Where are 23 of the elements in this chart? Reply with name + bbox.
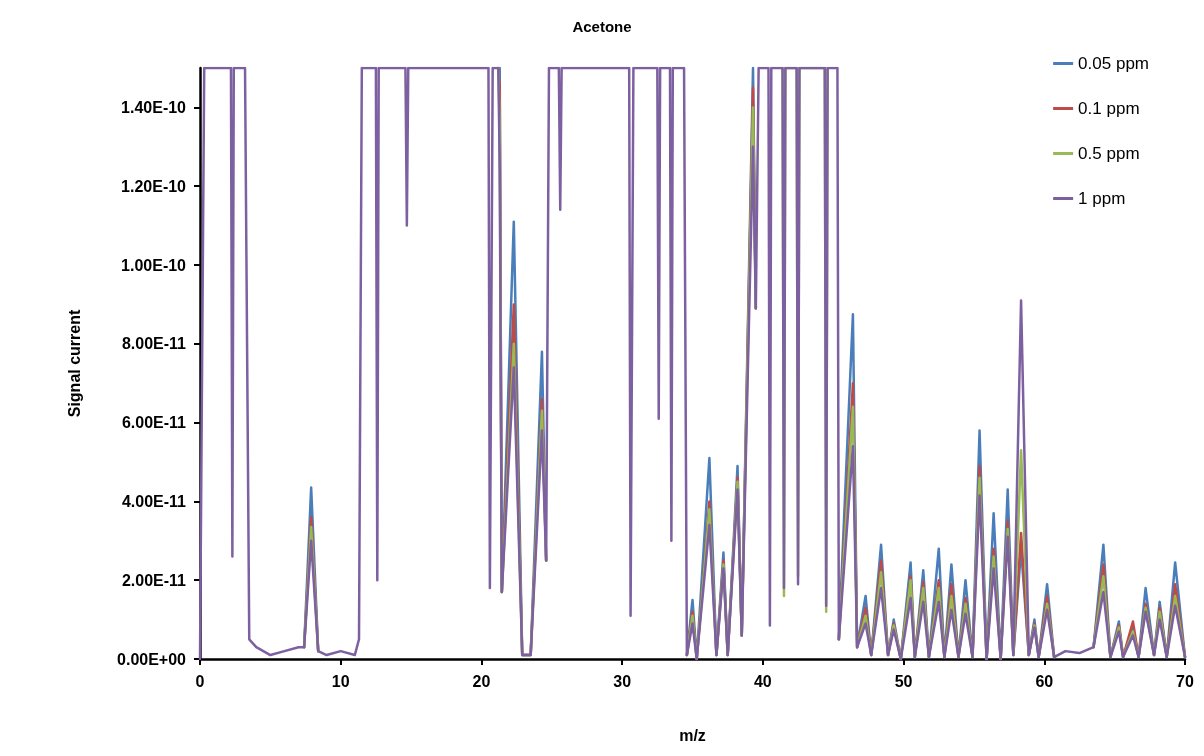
- y-tick-label: 2.00E-11: [121, 571, 187, 589]
- y-tick-label: 1.40E-10: [121, 98, 187, 116]
- y-tick-label: 8.00E-11: [121, 335, 187, 353]
- x-tick-label: 70: [1176, 672, 1194, 690]
- y-tick-label: 0.00E+00: [117, 650, 187, 668]
- x-axis-title: m/z: [679, 726, 706, 744]
- x-tick-label: 40: [753, 672, 772, 690]
- x-tick-label: 0: [195, 672, 205, 690]
- chart-title: Acetone: [572, 18, 632, 35]
- x-tick-label: 50: [894, 672, 913, 690]
- y-tick-label: 1.20E-10: [121, 177, 187, 195]
- legend-label: 0.1 ppm: [1078, 99, 1140, 118]
- legend-label: 1 ppm: [1078, 189, 1126, 208]
- x-tick-label: 60: [1035, 672, 1054, 690]
- x-tick-label: 10: [331, 672, 350, 690]
- legend-label: 0.05 ppm: [1078, 54, 1150, 73]
- y-tick-label: 4.00E-11: [121, 492, 187, 510]
- y-tick-label: 1.00E-10: [121, 256, 187, 274]
- x-tick-label: 30: [613, 672, 632, 690]
- y-tick-label: 6.00E-11: [121, 414, 187, 432]
- legend-label: 0.5 ppm: [1078, 144, 1140, 163]
- y-axis-title: Signal current: [65, 309, 83, 418]
- x-tick-label: 20: [472, 672, 491, 690]
